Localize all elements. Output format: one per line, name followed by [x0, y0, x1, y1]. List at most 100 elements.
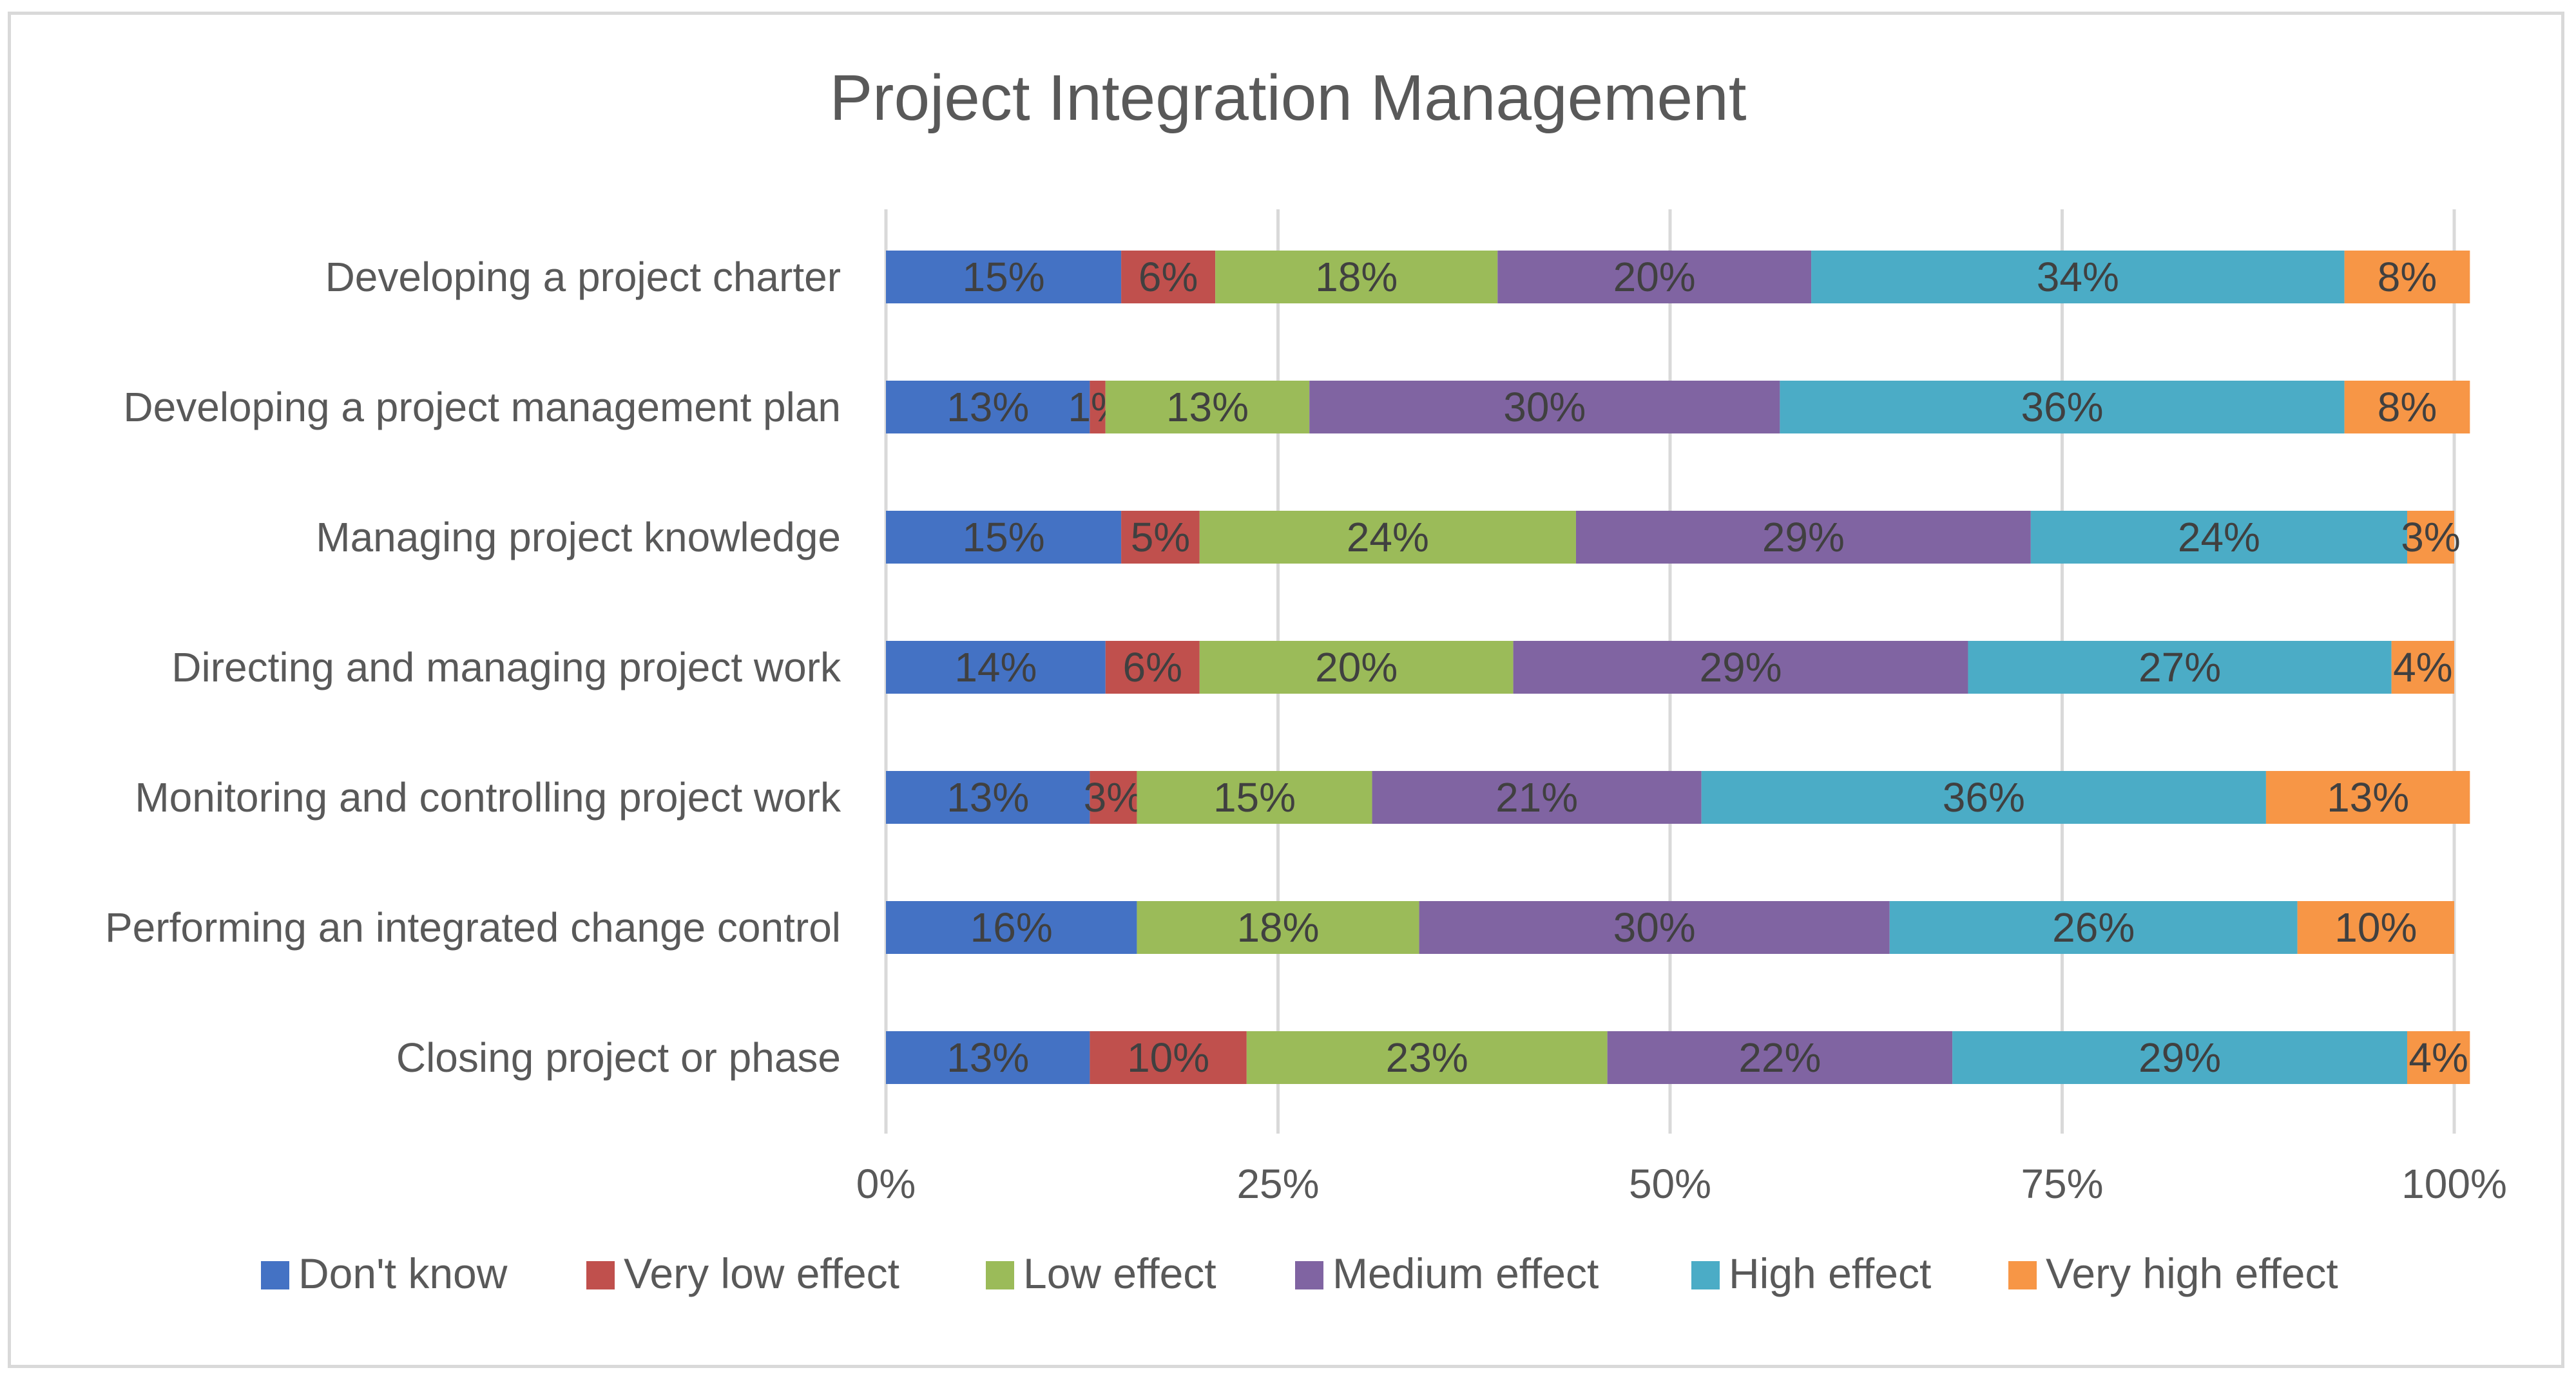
data-label: 29%	[2139, 1034, 2221, 1081]
legend-swatch	[2008, 1261, 2037, 1289]
bar-segment	[2344, 251, 2470, 303]
data-label: 30%	[1503, 384, 1586, 430]
data-label: 20%	[1613, 254, 1696, 300]
data-label: 27%	[2139, 644, 2221, 690]
x-tick-label: 100%	[2401, 1161, 2507, 1207]
category-label: Managing project knowledge	[316, 514, 841, 560]
chart-title: Project Integration Management	[829, 62, 1747, 134]
data-label: 15%	[963, 254, 1045, 300]
bar-segment	[1575, 511, 2031, 564]
bar-segment	[886, 901, 1137, 954]
data-label: 4%	[2408, 1034, 2468, 1081]
bar-segment	[886, 381, 1090, 433]
bar-segment	[1889, 901, 2298, 954]
bar-segment	[2407, 1031, 2470, 1084]
legend-label: Don't know	[298, 1250, 508, 1297]
data-label: 10%	[2334, 904, 2417, 951]
data-label: 13%	[947, 774, 1029, 821]
data-label: 13%	[1166, 384, 1249, 430]
category-label: Monitoring and controlling project work	[135, 774, 841, 821]
data-label: 24%	[2178, 514, 2260, 560]
data-label: 6%	[1139, 254, 1198, 300]
data-label: 3%	[1084, 774, 1144, 821]
x-tick-label: 50%	[1629, 1161, 1711, 1207]
bar-segment	[1952, 1031, 2407, 1084]
data-label: 6%	[1123, 644, 1183, 690]
bar-segment	[2391, 641, 2454, 694]
bar-segment	[1780, 381, 2345, 433]
data-label: 3%	[2401, 514, 2461, 560]
category-label: Developing a project management plan	[123, 384, 841, 430]
data-label: 22%	[1738, 1034, 1821, 1081]
data-label: 30%	[1613, 904, 1696, 951]
legend-label: Medium effect	[1332, 1250, 1599, 1297]
category-label: Directing and managing project work	[171, 644, 841, 690]
data-label: 14%	[954, 644, 1037, 690]
bar-segment	[886, 641, 1106, 694]
bar-segment	[1372, 771, 1702, 824]
legend-swatch	[1295, 1261, 1323, 1289]
bar-segment	[1105, 641, 1200, 694]
data-label: 18%	[1236, 904, 1319, 951]
bar-segment	[1811, 251, 2345, 303]
legend-swatch	[261, 1261, 289, 1289]
bar-segment	[1199, 511, 1576, 564]
x-tick-label: 0%	[856, 1161, 916, 1207]
bar-segment	[2344, 381, 2470, 433]
legend-swatch	[986, 1261, 1014, 1289]
bar-segment	[1513, 641, 1968, 694]
data-label: 20%	[1315, 644, 1398, 690]
bar-segment	[2265, 771, 2470, 824]
data-label: 5%	[1131, 514, 1191, 560]
category-label: Performing an integrated change control	[105, 904, 841, 951]
legend-label: Very high effect	[2046, 1250, 2338, 1297]
data-label: 24%	[1347, 514, 1429, 560]
data-label: 15%	[963, 514, 1045, 560]
data-label: 21%	[1495, 774, 1578, 821]
legend-label: Low effect	[1023, 1250, 1216, 1297]
bar-segment	[1199, 641, 1514, 694]
bar-segment	[886, 771, 1090, 824]
bar-segment	[2297, 901, 2454, 954]
data-label: 15%	[1213, 774, 1296, 821]
category-label: Closing project or phase	[396, 1034, 841, 1081]
bar-segment	[1090, 381, 1106, 433]
bar-segment	[886, 1031, 1090, 1084]
bar-segment	[1309, 381, 1780, 433]
bar-segment	[1701, 771, 2266, 824]
data-label: 13%	[2327, 774, 2409, 821]
bar-segment	[1497, 251, 1812, 303]
data-label: 36%	[1943, 774, 2025, 821]
bar-segment	[1090, 771, 1137, 824]
bar-segment	[1246, 1031, 1608, 1084]
x-tick-label: 25%	[1236, 1161, 1319, 1207]
data-label: 18%	[1315, 254, 1398, 300]
bar-segment	[1121, 511, 1200, 564]
data-label: 10%	[1127, 1034, 1209, 1081]
data-label: 29%	[1699, 644, 1782, 690]
bar-segment	[1137, 901, 1419, 954]
data-label: 26%	[2052, 904, 2135, 951]
data-label: 36%	[2021, 384, 2103, 430]
bar-segment	[1607, 1031, 1953, 1084]
category-label: Developing a project charter	[325, 254, 841, 300]
data-label: 13%	[947, 384, 1029, 430]
legend-swatch	[586, 1261, 615, 1289]
data-label: 16%	[970, 904, 1053, 951]
bar-segment	[886, 511, 1122, 564]
bar-segment	[886, 251, 1122, 303]
data-label: 23%	[1386, 1034, 1468, 1081]
bar-segment	[1968, 641, 2392, 694]
data-label: 13%	[947, 1034, 1029, 1081]
bar-segment	[2407, 511, 2454, 564]
bar-segment	[2030, 511, 2407, 564]
bar-segment	[1215, 251, 1498, 303]
data-label: 29%	[1762, 514, 1845, 560]
data-label: 8%	[2378, 384, 2437, 430]
bar-segment	[1137, 771, 1372, 824]
bar-segment	[1419, 901, 1890, 954]
bar-segment	[1121, 251, 1216, 303]
legend-label: High effect	[1729, 1250, 1931, 1297]
data-label: 8%	[2378, 254, 2437, 300]
